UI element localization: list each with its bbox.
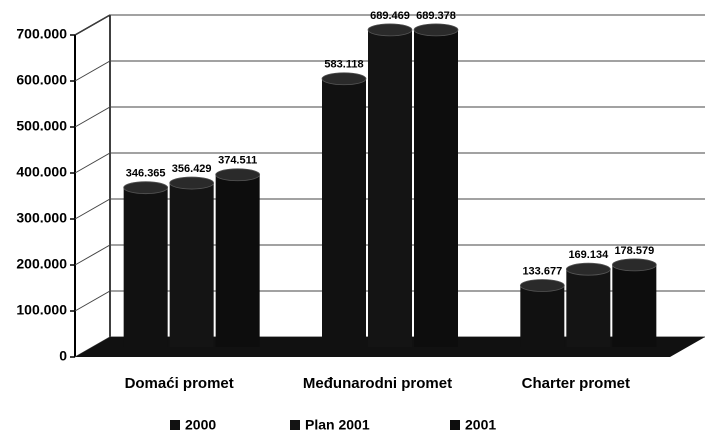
bar-top xyxy=(413,23,459,37)
bar-top xyxy=(215,168,261,182)
bar-top xyxy=(123,181,169,195)
value-label: 689.469 xyxy=(370,10,410,22)
value-label: 689.378 xyxy=(416,10,456,22)
x-tick-label: Međunarodni promet xyxy=(303,375,452,392)
bar-top xyxy=(367,23,413,37)
y-tick-label: 100.000 xyxy=(16,302,67,318)
value-label: 133.677 xyxy=(522,265,562,277)
value-label: 178.579 xyxy=(614,245,654,257)
grid-line xyxy=(74,152,705,174)
grid-line xyxy=(74,60,705,82)
legend-swatch xyxy=(450,420,460,430)
x-tick-label: Charter promet xyxy=(522,375,630,392)
bar xyxy=(414,29,458,348)
bar-top xyxy=(321,72,367,86)
value-label: 583.118 xyxy=(324,59,363,71)
bar xyxy=(520,285,565,347)
x-tick-label: Domaći promet xyxy=(125,375,234,392)
legend-label: 2000 xyxy=(185,417,216,433)
legend-label: Plan 2001 xyxy=(305,417,370,433)
bar-top xyxy=(169,176,215,190)
grid-line xyxy=(74,106,705,128)
y-tick-label: 200.000 xyxy=(16,256,67,272)
bar-top xyxy=(611,258,657,272)
legend-label: 2001 xyxy=(465,417,496,433)
grid-line xyxy=(74,198,705,220)
y-tick-label: 300.000 xyxy=(16,210,67,226)
bar xyxy=(215,174,260,347)
grid-line xyxy=(74,290,705,312)
bar xyxy=(123,187,168,347)
y-tick-label: 700.000 xyxy=(16,26,67,42)
bar xyxy=(322,78,366,347)
value-label: 356.429 xyxy=(172,163,212,175)
value-label: 346.365 xyxy=(126,168,166,180)
y-tick-label: 400.000 xyxy=(16,164,67,180)
bar xyxy=(368,29,412,347)
grid-line xyxy=(74,244,705,266)
bar-top xyxy=(519,279,565,292)
bar xyxy=(566,269,611,347)
grid-line xyxy=(74,14,705,36)
y-tick-label: 500.000 xyxy=(16,118,67,134)
value-label: 374.511 xyxy=(218,155,257,167)
value-label: 169.134 xyxy=(568,249,609,261)
y-tick-label: 600.000 xyxy=(16,72,67,88)
legend-swatch xyxy=(290,420,300,430)
legend-swatch xyxy=(170,420,180,430)
bar xyxy=(612,264,657,347)
y-tick-label: 0 xyxy=(59,348,67,364)
bar-top xyxy=(565,262,611,276)
bar xyxy=(169,183,214,347)
